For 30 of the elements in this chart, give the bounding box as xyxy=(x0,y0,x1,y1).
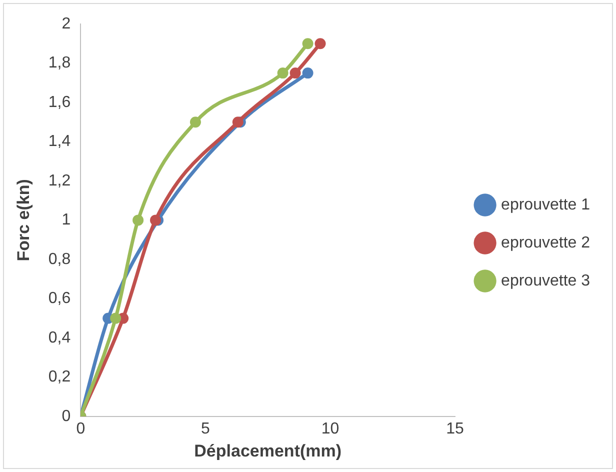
y-axis-title: Forc e(kn) xyxy=(14,179,33,262)
point xyxy=(302,68,314,79)
legend-label: eprouvette 2 xyxy=(501,234,590,252)
point xyxy=(150,214,162,226)
point xyxy=(110,312,122,324)
x-axis-title: Déplacement(mm) xyxy=(194,441,342,460)
x-tick-label: 15 xyxy=(446,420,464,438)
y-tick-label: 0 xyxy=(62,408,71,425)
x-tick-label: 0 xyxy=(76,420,86,438)
point xyxy=(190,116,201,128)
point xyxy=(314,38,326,50)
y-tick-label: 0,2 xyxy=(48,368,71,386)
point xyxy=(132,214,144,226)
point xyxy=(232,116,244,128)
y-tick-label: 0,8 xyxy=(48,250,71,268)
legend-label: eprouvette 1 xyxy=(501,196,590,214)
legend-label: eprouvette 3 xyxy=(501,272,590,290)
y-tick-label: 1,6 xyxy=(48,94,71,111)
y-tick-label: 0,6 xyxy=(48,290,71,308)
y-tick-label: 1,4 xyxy=(48,133,71,150)
point xyxy=(290,68,301,79)
y-tick-label: 1 xyxy=(62,212,71,229)
y-tick-label: 1,2 xyxy=(48,172,71,190)
y-tick-label: 0,4 xyxy=(48,329,71,346)
y-tick-label: 2 xyxy=(62,15,71,32)
x-tick-label: 5 xyxy=(200,420,210,438)
point xyxy=(302,38,314,50)
y-tick-label: 1,8 xyxy=(48,54,71,72)
x-tick-label: 10 xyxy=(321,420,340,438)
point xyxy=(277,68,288,79)
